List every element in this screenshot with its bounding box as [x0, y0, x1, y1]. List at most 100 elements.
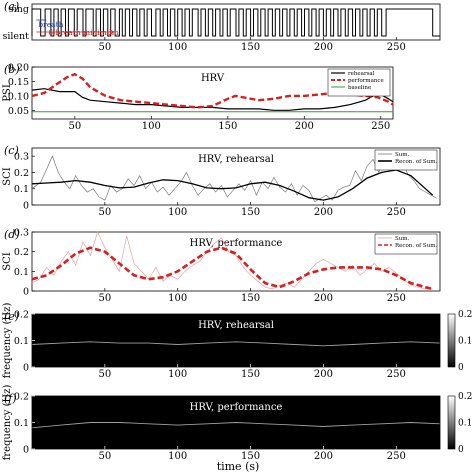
colorbar-tick-f-1: 0.1 — [458, 419, 472, 429]
plot-frame-b — [31, 66, 394, 120]
panel-label-f: (f) — [4, 392, 17, 405]
legend-label-c-1: Recon. of Sum. — [395, 159, 437, 165]
x-tick-label-f-1: 100 — [168, 451, 187, 462]
x-tick-label-e-4: 250 — [387, 369, 406, 380]
y-tick-label-f-1: 0.1 — [14, 418, 29, 429]
x-tick-label-d-2: 150 — [241, 293, 260, 304]
x-tick-label-b-4: 250 — [371, 121, 390, 132]
y-axis-label-e: frequency (Hz) — [2, 302, 13, 378]
heatmap-ridge-f — [31, 422, 441, 429]
legend-label-b-2: baseline — [348, 85, 371, 91]
y-tick-label-b-1: 0.10 — [8, 91, 29, 102]
series-recon-d — [31, 246, 434, 291]
x-tick-label-d-3: 200 — [314, 293, 333, 304]
y-tick-label-f-2: 0.2 — [14, 392, 29, 403]
x-tick-label-b-2: 150 — [218, 121, 237, 132]
legend-box-d — [374, 233, 438, 255]
panel-label-c: (c) — [4, 144, 19, 157]
x-tick-label-b-0: 50 — [68, 121, 81, 132]
x-tick-label-b-3: 200 — [295, 121, 314, 132]
y-tick-label-e-2: 0.2 — [14, 310, 29, 321]
x-tick-label-b-1: 100 — [142, 121, 161, 132]
x-tick-label-d-4: 250 — [387, 293, 406, 304]
y-tick-label-b-2: 0.15 — [8, 77, 29, 88]
panel-title-f: HRV, performance — [190, 402, 283, 413]
y-tick-label-d-0: 0 — [23, 287, 29, 298]
y-tick-label-c-2: 0.2 — [14, 168, 29, 179]
panel-title-c: HRV, rehearsal — [198, 154, 274, 165]
series-sum-d — [31, 231, 433, 290]
x-tick-label-c-0: 50 — [98, 207, 111, 218]
y-axis-label-d: SCI — [2, 252, 13, 271]
x-tick-label-a-4: 250 — [387, 42, 406, 53]
x-tick-label-a-2: 150 — [241, 42, 260, 53]
x-tick-label-c-1: 100 — [168, 207, 187, 218]
panel-label-b: (b) — [4, 63, 20, 76]
series-recon-c — [31, 169, 434, 201]
colorbar-tick-e-2: 0.2 — [458, 310, 472, 320]
x-tick-label-a-3: 200 — [314, 42, 333, 53]
x-tick-label-e-2: 150 — [241, 369, 260, 380]
y-axis-label-b: PSI — [2, 84, 13, 102]
x-tick-label-c-3: 200 — [314, 207, 333, 218]
breath-annotation: breath — [38, 20, 63, 29]
colorbar-tick-e-0: 0 — [458, 363, 464, 373]
y-tick-label-f-0: 0 — [23, 445, 29, 456]
y-axis-label-c: SCI — [2, 167, 13, 186]
x-tick-label-c-4: 250 — [387, 207, 406, 218]
y-tick-label-d-2: 0.2 — [14, 247, 29, 258]
heatmap-ridge-e — [31, 341, 441, 347]
x-tick-label-a-0: 50 — [98, 42, 111, 53]
state-label-silent: silent — [2, 31, 29, 42]
panel-title-d: HRV, performance — [190, 238, 283, 249]
legend-label-d-0: Sum. — [395, 236, 410, 242]
panel-d: 50 100 150 200 250 0 0.1 0.2 0.3(d) SCI HRV, perfo… — [2, 228, 441, 304]
x-tick-label-d-1: 100 — [168, 293, 187, 304]
x-tick-label-f-0: 50 — [98, 451, 111, 462]
y-tick-label-c-3: 0.3 — [14, 152, 29, 163]
legend-box-c — [374, 149, 438, 171]
panel-title-e: HRV, rehearsal — [198, 320, 274, 331]
x-tick-label-e-1: 100 — [168, 369, 187, 380]
colorbar-tick-e-1: 0.1 — [458, 337, 472, 347]
plot-frame-d — [31, 231, 441, 292]
series-sum-c — [31, 150, 438, 203]
panel-label-a: (a) — [4, 0, 19, 13]
legend-label-d-1: Recon. of Sum. — [395, 243, 437, 249]
six-breath-arrowhead — [109, 29, 115, 35]
colorbar-tick-f-0: 0 — [458, 445, 464, 455]
x-tick-label-e-0: 50 — [98, 369, 111, 380]
panel-title-b: HRV — [201, 73, 225, 84]
panel-label-d: (d) — [4, 228, 20, 241]
x-tick-label-f-4: 250 — [387, 451, 406, 462]
y-tick-label-d-1: 0.1 — [14, 267, 29, 278]
x-tick-label-f-2: 150 — [241, 451, 260, 462]
colorbar-tick-f-2: 0.2 — [458, 392, 472, 402]
y-tick-label-b-3: 0.20 — [8, 63, 29, 74]
colorbar-e — [447, 313, 456, 368]
panel-label-e: (e) — [4, 310, 19, 323]
y-tick-label-e-1: 0.1 — [14, 336, 29, 347]
y-tick-label-e-0: 0 — [23, 363, 29, 374]
legend-label-b-0: rehearsal — [348, 71, 375, 77]
y-tick-label-d-3: 0.3 — [14, 228, 29, 239]
x-tick-label-a-1: 100 — [168, 42, 187, 53]
legend-label-c-0: Sum. — [395, 152, 410, 158]
legend-label-b-1: performance — [348, 78, 384, 84]
panel-c: 50 100 150 200 250 0 0.1 0.2 0.3(c) SCI HRV, rehea… — [2, 144, 441, 218]
plot-frame-c — [31, 147, 441, 206]
y-tick-label-c-0: 0 — [23, 201, 29, 212]
x-tick-label-f-3: 200 — [314, 451, 333, 462]
x-tick-label-e-3: 200 — [314, 369, 333, 380]
figure-x-axis-label: time (s) — [217, 460, 260, 473]
series-rehearsal — [31, 88, 394, 111]
sing-state-line — [31, 8, 440, 37]
six-breath-annotation: 6 breath minimum — [48, 28, 118, 37]
heatmap-background-e — [32, 314, 440, 367]
y-axis-label-f: frequency (Hz) — [2, 384, 13, 460]
